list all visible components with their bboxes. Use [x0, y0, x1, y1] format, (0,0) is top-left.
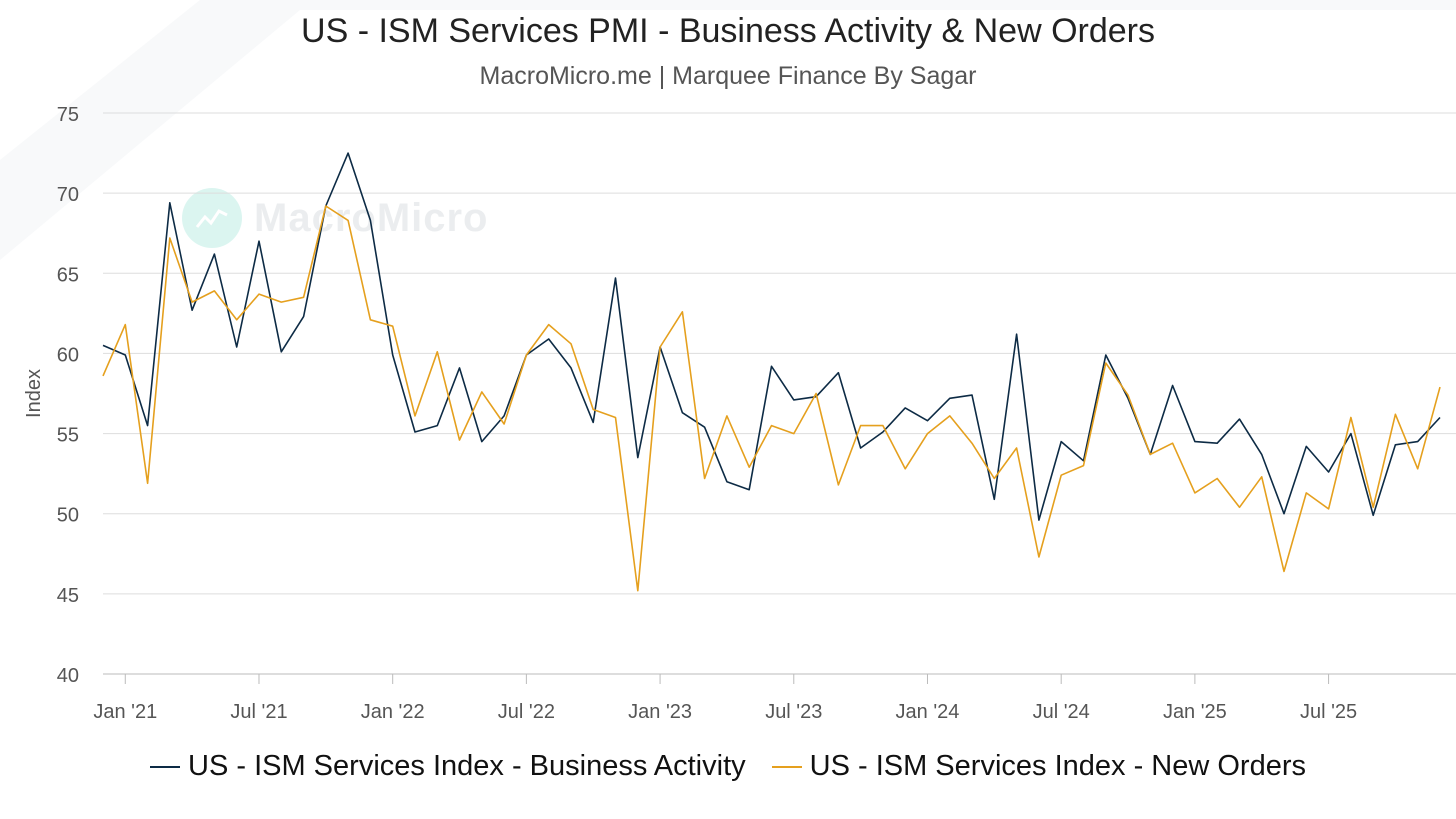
x-tick-label-3: Jul '22: [498, 701, 555, 723]
x-tick-label-1: Jul '21: [230, 701, 287, 723]
x-tick-label-5: Jul '23: [765, 701, 822, 723]
legend-label-business-activity: US - ISM Services Index - Business Activ…: [188, 750, 746, 782]
y-tick-label-40: 40: [57, 665, 79, 687]
y-tick-label-55: 55: [57, 425, 79, 447]
legend-label-new-orders: US - ISM Services Index - New Orders: [809, 750, 1306, 782]
series-line-new-orders: [102, 205, 1441, 592]
legend-item-business-activity[interactable]: US - ISM Services Index - Business Activ…: [150, 750, 746, 783]
y-tick-label-60: 60: [57, 344, 79, 366]
y-tick-label-50: 50: [57, 505, 79, 527]
x-tick-label-0: Jan '21: [93, 701, 157, 723]
x-tick-label-7: Jul '24: [1033, 701, 1090, 723]
x-tick-label-2: Jan '22: [361, 701, 425, 723]
x-tick-label-6: Jan '24: [896, 701, 960, 723]
y-tick-label-45: 45: [57, 585, 79, 607]
macromicro-logo-icon: [182, 188, 242, 248]
legend-swatch-business-activity: [150, 765, 181, 768]
y-tick-label-70: 70: [57, 184, 79, 206]
line-chart: 40 45 50 55 60 65 70 75 Index Jan '21 Jul '21 Jan '…: [23, 104, 1456, 723]
legend-item-new-orders[interactable]: US - ISM Services Index - New Orders: [771, 750, 1306, 783]
series-line-business-activity: [102, 152, 1441, 521]
chart-subtitle: MacroMicro.me | Marquee Finance By Sagar: [479, 62, 977, 90]
y-tick-label-65: 65: [57, 264, 79, 286]
x-tick-label-9: Jul '25: [1300, 701, 1357, 723]
y-axis-label: Index: [23, 369, 45, 418]
y-tick-label-75: 75: [57, 104, 79, 126]
chart-title: US - ISM Services PMI - Business Activit…: [301, 12, 1155, 50]
watermark: MacroMicro: [182, 188, 489, 248]
x-tick-label-4: Jan '23: [628, 701, 692, 723]
x-tick-label-8: Jan '25: [1163, 701, 1227, 723]
chart-legend: US - ISM Services Index - Business Activ…: [0, 750, 1456, 783]
watermark-text: MacroMicro: [254, 195, 489, 240]
legend-swatch-new-orders: [771, 765, 802, 768]
